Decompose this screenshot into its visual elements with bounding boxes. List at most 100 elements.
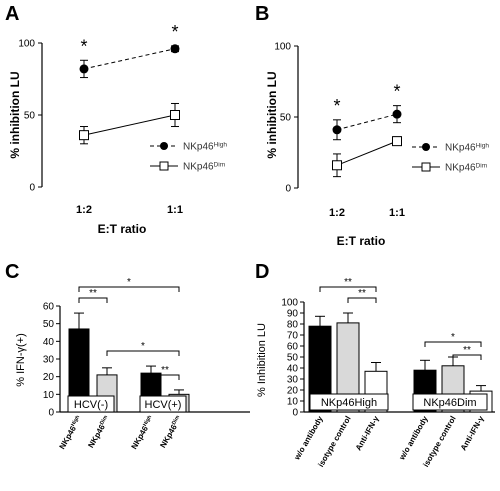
panel-d-ytick-label: 20 (287, 386, 299, 397)
panel-c-ytick-label: 40 (43, 337, 55, 348)
panel-a-series-line (83, 48, 176, 70)
panel-c-group-label: HCV(+) (145, 399, 182, 411)
panel-c-sig-bracket (78, 286, 180, 292)
panel-b-point (392, 136, 402, 147)
panel-d-ylabel: % Inhibition LU (256, 323, 268, 397)
panel-b-point (332, 160, 342, 171)
panel-c-ytick-label: 20 (43, 372, 55, 383)
panel-a-point (79, 130, 89, 141)
panel-d-sig-bracket (319, 286, 377, 292)
panel-b-ylabel: % inhibition LU (265, 71, 279, 158)
panel-c-ylabel: % IFN-γ(+) (15, 333, 27, 386)
panel-d-ytick-label: 40 (287, 364, 299, 375)
panel-c-ytick-label: 30 (43, 355, 55, 366)
panel-d-group-box (412, 393, 488, 411)
panel-d-ytick-label: 90 (287, 309, 299, 320)
panel-c-group-label: HCV(-) (74, 399, 108, 411)
panel-c-sig-bracket (106, 350, 180, 356)
panel-a-legend-marker (159, 161, 169, 171)
panel-c-sig-bracket (78, 297, 108, 303)
panel-d-group-label: NKp46Dim (423, 397, 476, 409)
panel-d-group-box (309, 393, 389, 411)
panel-b-point (332, 125, 342, 135)
panel-c-category-label: NKp46High (130, 415, 156, 451)
panel-c-sig-bracket (150, 374, 180, 380)
panel-b-ytick-label: 100 (274, 42, 291, 53)
panel-c-ytick-label: 60 (43, 302, 55, 313)
panel-d-ytick-label: 50 (287, 353, 299, 364)
panel-c-sig-label: * (141, 341, 145, 352)
panel-a-sig-star: * (80, 36, 87, 56)
panel-label-d: D (255, 261, 269, 283)
panel-a-ylabel: % inhibition LU (8, 71, 22, 158)
panel-d-bar (308, 325, 332, 413)
panel-a-xtick-label: 1:2 (76, 204, 92, 216)
panel-c-group-box (67, 395, 115, 413)
panel-d-ytick-label: 80 (287, 320, 299, 331)
panel-c-sig-label: * (127, 277, 131, 288)
panel-c-plot: 0102030405060NKp46HighNKp46DimNKp46HighN… (43, 277, 250, 451)
panel-d-category-label: Anti-IFN-γ (459, 414, 486, 452)
panel-d-sig-label: ** (358, 288, 366, 299)
panel-d-group-label: NKp46High (321, 397, 377, 409)
panel-a-series-line (83, 114, 176, 136)
panel-b-xlabel: E:T ratio (337, 234, 386, 248)
panel-c-ytick-label: 10 (43, 390, 55, 401)
panel-d-ytick-label: 0 (292, 408, 298, 419)
panel-b-ytick-label: 50 (280, 113, 292, 124)
panel-b-xtick-label: 1:2 (329, 207, 345, 219)
panel-c-category-label: NKp46High (58, 415, 84, 451)
panel-b-legend-label: NKp46Dim (445, 162, 487, 174)
panel-b-sig-star: * (333, 96, 340, 116)
panel-b-point (392, 109, 402, 119)
panel-d-sig-label: ** (463, 345, 471, 356)
panel-d-ytick-label: 30 (287, 375, 299, 386)
panel-b-series-line (336, 140, 398, 166)
panel-d-ytick-label: 100 (281, 298, 298, 309)
panel-c-category-label: NKp46Dim (86, 414, 112, 449)
panel-d-category-label: w/o antibody (397, 414, 430, 462)
panel-b-legend-marker (421, 162, 431, 172)
panel-b-xtick-label: 1:1 (389, 207, 405, 219)
panel-a: % inhibition LU E:T ratio 0 50 100 1:2 1:1 * *… (8, 22, 227, 236)
panel-a-point (79, 64, 89, 74)
panel-c-sig-label: ** (161, 365, 169, 376)
panel-d-sig-label: * (451, 332, 455, 343)
panel-a-xtick-label: 1:1 (167, 204, 183, 216)
panel-d-sig-bracket (424, 341, 482, 347)
panel-label-b: B (255, 3, 269, 25)
panel-a-plot: 0 50 100 1:2 1:1 * * NKp46High NKp46Dim (18, 22, 227, 216)
panel-d-sig-bracket (347, 297, 377, 303)
panel-a-legend-label: NKp46Dim (183, 161, 225, 173)
panel-d-sig-label: ** (344, 277, 352, 288)
panel-b-plot: 0 50 100 1:2 1:1 * * NKp46High NKp46Dim (274, 42, 489, 220)
panel-b-sig-star: * (393, 82, 400, 102)
panel-a-ytick-label: 0 (29, 183, 35, 194)
panel-a-xlabel: E:T ratio (98, 222, 147, 236)
panel-d-bar (336, 322, 360, 413)
panel-c: % IFN-γ(+) 0102030405060NKp46HighNKp46Di… (15, 277, 250, 451)
panel-b-series-line (336, 113, 398, 131)
panel-label-a: A (5, 3, 19, 25)
panel-a-point (170, 110, 180, 120)
panel-b-legend-marker (422, 143, 430, 151)
panel-a-legend-marker (160, 142, 168, 150)
panel-a-ytick-label: 100 (18, 39, 35, 50)
panel-a-ytick-label: 50 (24, 111, 36, 122)
panel-c-ytick-label: 50 (43, 319, 55, 330)
panel-a-point (170, 44, 180, 54)
panel-b: % inhibition LU E:T ratio 0 50 100 1:2 1:1 * *… (265, 42, 489, 249)
panel-d-category-label: w/o antibody (292, 414, 325, 462)
panel-c-group-box (139, 395, 187, 413)
panel-d-ytick-label: 10 (287, 397, 299, 408)
panel-label-c: C (5, 261, 19, 283)
panel-d-ytick-label: 70 (287, 331, 299, 342)
panel-d-sig-bracket (452, 354, 482, 360)
panel-c-ytick-label: 0 (48, 408, 54, 419)
panel-b-ytick-label: 0 (285, 184, 291, 195)
panel-a-legend-label: NKp46High (183, 141, 227, 153)
panel-c-category-label: NKp46Dim (158, 414, 184, 449)
